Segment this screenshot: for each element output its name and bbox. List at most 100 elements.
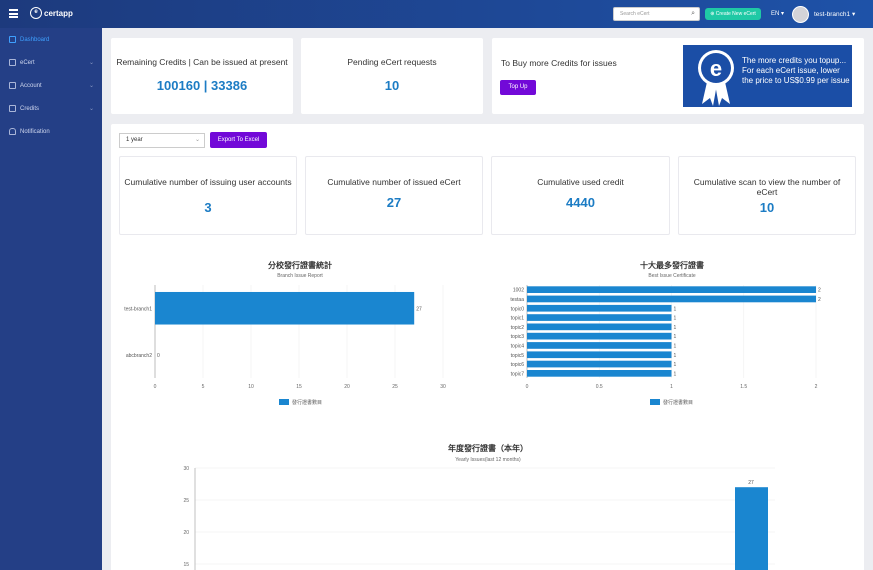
sidebar-item-label: Notification [20, 128, 50, 135]
stat-card: Cumulative scan to view the number of eC… [678, 156, 856, 235]
menu-icon[interactable] [9, 9, 18, 18]
chart-subtitle: Best Issue Certificate [648, 273, 695, 279]
bar-value-label: 1 [674, 334, 677, 340]
stat-value: 4440 [566, 195, 595, 210]
sidebar: Dashboard eCert ⌄ Account ⌄ Credits ⌄ Notif… [0, 28, 102, 570]
account-icon [9, 82, 16, 89]
chevron-down-icon: ⌄ [88, 60, 94, 66]
bar [527, 314, 672, 321]
sidebar-item-account[interactable]: Account ⌄ [0, 74, 102, 97]
y-tick-label: 20 [183, 530, 189, 536]
stat-value: 27 [386, 195, 402, 210]
legend-label: 發行證書數目 [663, 399, 693, 406]
bar-value-label: 0 [157, 353, 160, 359]
search-icon[interactable]: ⌕ [691, 10, 695, 17]
bar [155, 291, 415, 325]
export-excel-button[interactable]: Export To Excel [210, 132, 267, 148]
chart-subtitle: Branch Issue Report [277, 273, 323, 279]
bar [527, 332, 672, 340]
period-select[interactable]: 1 year ⌄ [119, 133, 205, 148]
user-menu[interactable]: test-branch1 ▾ [814, 11, 856, 18]
sidebar-item-dashboard[interactable]: Dashboard [0, 28, 102, 51]
search-placeholder: Search eCert [620, 11, 650, 17]
language-label: EN [771, 11, 780, 17]
create-ecert-label: Create New eCert [715, 11, 756, 17]
y-tick-label: 30 [183, 466, 189, 472]
y-tick-label: topic3 [511, 334, 525, 340]
search-input[interactable]: Search eCert ⌕ [613, 7, 700, 21]
logo-mark-icon: e [30, 7, 42, 19]
app-logo[interactable]: e certapp [30, 7, 73, 19]
stat-title: Cumulative number of issued eCert [327, 177, 461, 187]
sidebar-item-label: eCert [20, 59, 35, 66]
stat-title: Cumulative scan to view the number of eC… [693, 177, 841, 197]
pending-requests-title: Pending eCert requests [347, 57, 437, 67]
sidebar-item-notification[interactable]: Notification [0, 120, 102, 143]
chevron-down-icon: ⌄ [88, 106, 94, 112]
bar-value-label: 1 [674, 316, 677, 322]
svg-text:e: e [710, 56, 722, 81]
buy-credits-card: To Buy more Credits for issues Top Up e … [492, 38, 864, 114]
bar-value-label: 2 [818, 297, 821, 303]
x-tick-label: 0 [526, 384, 529, 390]
x-tick-label: 5 [202, 384, 205, 390]
x-tick-label: 0.5 [596, 384, 603, 390]
x-tick-label: 0 [154, 384, 157, 390]
bell-icon [9, 128, 16, 135]
y-tick-label: 25 [183, 498, 189, 504]
x-tick-label: 25 [392, 384, 398, 390]
bar-value-label: 1 [674, 306, 677, 312]
legend-label: 發行證書數目 [292, 399, 322, 406]
avatar[interactable] [792, 6, 809, 23]
y-tick-label: topic4 [511, 343, 525, 349]
x-tick-label: 15 [296, 384, 302, 390]
stat-title: Cumulative used credit [537, 177, 624, 187]
promo-banner[interactable]: e The more credits you topup... For each… [683, 45, 852, 107]
sidebar-item-label: Account [20, 82, 42, 89]
stat-card: Cumulative number of issued eCert 27 [305, 156, 483, 235]
bar [527, 286, 816, 293]
top-up-button[interactable]: Top Up [500, 80, 536, 95]
x-tick-label: 30 [440, 384, 446, 390]
y-tick-label: 15 [183, 562, 189, 568]
bar [527, 342, 672, 349]
bar [735, 487, 768, 570]
y-tick-label: 1002 [513, 288, 524, 294]
pending-requests-value: 10 [384, 78, 400, 93]
stat-value: 10 [759, 200, 775, 215]
buy-credits-title: To Buy more Credits for issues [501, 58, 617, 68]
bar-value-label: 1 [674, 325, 677, 331]
sidebar-item-ecert[interactable]: eCert ⌄ [0, 51, 102, 74]
credits-icon [9, 105, 16, 112]
user-name: test-branch1 [814, 11, 851, 18]
y-tick-label: abcbranch2 [126, 353, 152, 359]
x-tick-label: 2 [815, 384, 818, 390]
language-selector[interactable]: EN ▾ [771, 11, 785, 17]
y-tick-label: topic1 [511, 316, 525, 322]
chart-title: 年度發行證書（本年） [448, 443, 528, 453]
chart-title: 分校發行證書統計 [268, 260, 332, 270]
pending-requests-card: Pending eCert requests 10 [301, 38, 483, 114]
chart-subtitle: Yearly Issues(last 12 months) [455, 457, 521, 463]
legend-swatch [279, 399, 289, 405]
top-bar: e certapp Search eCert ⌕ ⊕ Create New eCer… [0, 0, 873, 28]
bar [527, 370, 672, 377]
bar-value-label: 27 [416, 306, 422, 312]
create-ecert-button[interactable]: ⊕ Create New eCert [705, 8, 761, 20]
bar [527, 360, 672, 368]
y-tick-label: testaa [510, 297, 524, 303]
y-tick-label: topic0 [511, 306, 525, 312]
bar [527, 351, 672, 359]
sidebar-item-credits[interactable]: Credits ⌄ [0, 97, 102, 120]
sidebar-item-label: Credits [20, 105, 40, 112]
remaining-credits-card: Remaining Credits | Can be issued at pre… [111, 38, 293, 114]
bar-value-label: 1 [674, 371, 677, 377]
bar [527, 304, 672, 312]
sidebar-item-label: Dashboard [20, 36, 50, 43]
promo-banner-text: The more credits you topup... For each e… [742, 56, 850, 85]
y-tick-label: topic7 [511, 371, 525, 377]
x-tick-label: 10 [248, 384, 254, 390]
stat-card: Cumulative number of issuing user accoun… [119, 156, 297, 235]
bar-value-label: 27 [748, 480, 754, 486]
